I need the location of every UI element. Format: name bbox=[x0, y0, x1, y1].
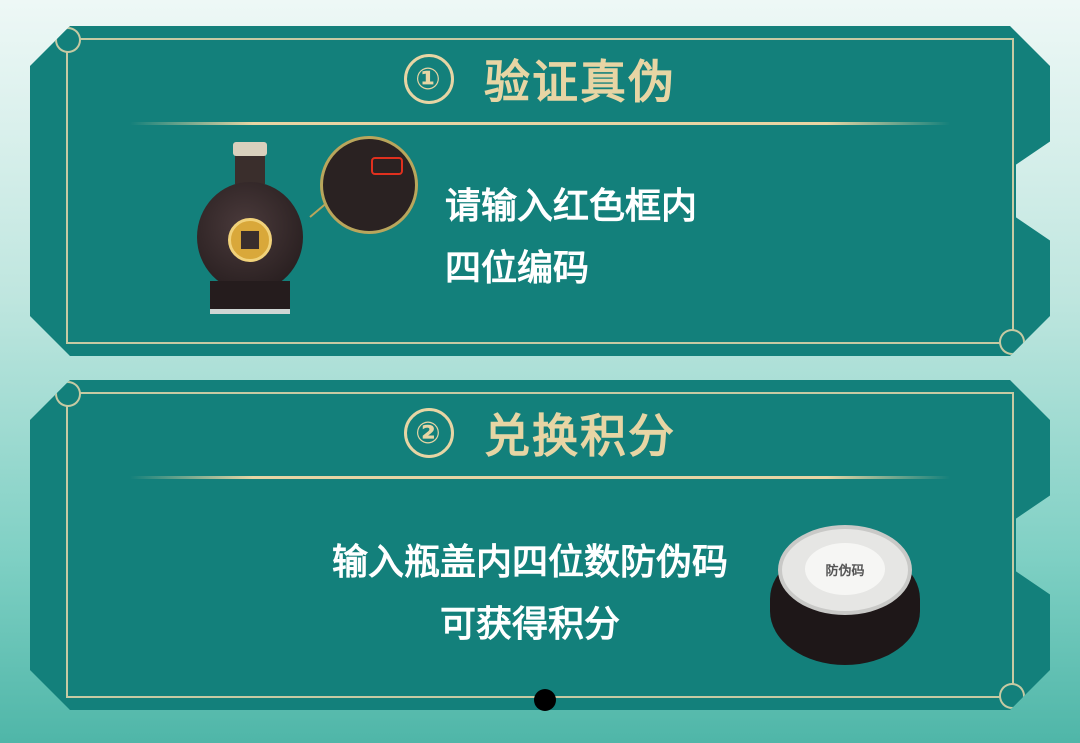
redeem-card: ② 兑换积分 输入瓶盖内四位数防伪码 可获得积分 防伪码 bbox=[30, 380, 1050, 710]
redeem-line-1: 输入瓶盖内四位数防伪码 bbox=[331, 542, 728, 583]
verify-instructions: 请输入红色框内 四位编码 bbox=[445, 176, 697, 300]
red-code-box bbox=[371, 157, 403, 175]
verify-card: ① 验证真伪 请输入红色框内 四位编码 bbox=[30, 26, 1050, 356]
verify-line-2: 四位编码 bbox=[445, 248, 590, 289]
step-number: ① bbox=[404, 54, 454, 104]
verify-heading: ① 验证真伪 bbox=[30, 46, 1050, 112]
bottle-label bbox=[228, 218, 272, 262]
magnifier-icon bbox=[320, 136, 418, 234]
heading-divider bbox=[130, 476, 950, 479]
redeem-instructions: 输入瓶盖内四位数防伪码 可获得积分 bbox=[290, 532, 770, 656]
bottle-icon bbox=[190, 136, 390, 346]
redeem-title: 兑换积分 bbox=[484, 409, 676, 463]
page-indicator-dot[interactable] bbox=[534, 689, 556, 711]
redeem-heading: ② 兑换积分 bbox=[30, 400, 1050, 466]
verify-title: 验证真伪 bbox=[484, 55, 676, 109]
redeem-line-2: 可获得积分 bbox=[439, 604, 620, 645]
bottle-cap-icon: 防伪码 bbox=[770, 525, 930, 685]
verify-line-1: 请输入红色框内 bbox=[445, 186, 698, 227]
step-number: ② bbox=[404, 408, 454, 458]
heading-divider bbox=[130, 122, 950, 125]
bottle-cap-top bbox=[233, 142, 267, 156]
cap-inner-label: 防伪码 bbox=[805, 543, 885, 595]
bottle-base bbox=[210, 281, 290, 314]
